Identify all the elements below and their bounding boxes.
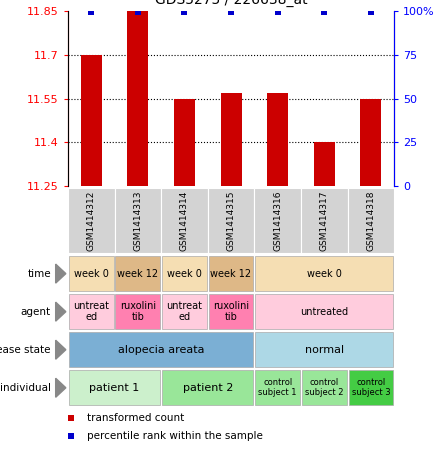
Bar [208, 294, 254, 329]
Bar [360, 98, 381, 186]
Text: week 12: week 12 [211, 269, 251, 279]
Bar [116, 294, 160, 329]
Text: week 0: week 0 [167, 269, 202, 279]
Bar [68, 188, 114, 253]
Text: week 0: week 0 [307, 269, 342, 279]
Bar [161, 188, 208, 253]
Text: untreat
ed: untreat ed [73, 301, 109, 323]
Text: control
subject 2: control subject 2 [305, 378, 343, 397]
Text: ruxolini
tib: ruxolini tib [213, 301, 249, 323]
Bar [69, 332, 254, 367]
Bar [69, 256, 113, 291]
Bar [162, 256, 207, 291]
Bar [69, 294, 113, 329]
Text: GSM1414314: GSM1414314 [180, 190, 189, 251]
Text: time: time [27, 269, 51, 279]
Bar [208, 256, 254, 291]
Bar [314, 142, 335, 186]
Text: control
subject 1: control subject 1 [258, 378, 297, 397]
Bar [255, 370, 300, 405]
Bar [208, 188, 254, 253]
Bar [255, 294, 393, 329]
Text: GSM1414318: GSM1414318 [367, 190, 375, 251]
Text: percentile rank within the sample: percentile rank within the sample [88, 431, 263, 441]
Text: individual: individual [0, 383, 51, 393]
Text: normal: normal [305, 345, 344, 355]
Bar [127, 11, 148, 186]
Bar [81, 55, 102, 186]
Bar [221, 93, 241, 186]
Bar [301, 188, 348, 253]
Bar [254, 188, 301, 253]
Bar [349, 370, 393, 405]
Text: GSM1414315: GSM1414315 [226, 190, 236, 251]
Text: untreated: untreated [300, 307, 348, 317]
Polygon shape [56, 264, 66, 283]
Title: GDS5275 / 226638_at: GDS5275 / 226638_at [155, 0, 307, 7]
Bar [267, 93, 288, 186]
Text: GSM1414316: GSM1414316 [273, 190, 282, 251]
Text: patient 1: patient 1 [89, 383, 140, 393]
Bar [114, 188, 161, 253]
Bar [162, 294, 207, 329]
Text: GSM1414317: GSM1414317 [320, 190, 329, 251]
Text: transformed count: transformed count [88, 413, 185, 423]
Text: untreat
ed: untreat ed [166, 301, 202, 323]
Text: week 0: week 0 [74, 269, 109, 279]
Text: control
subject 3: control subject 3 [352, 378, 390, 397]
Bar [302, 370, 346, 405]
Bar [255, 256, 393, 291]
Bar [162, 370, 254, 405]
Text: patient 2: patient 2 [183, 383, 233, 393]
Text: ruxolini
tib: ruxolini tib [120, 301, 156, 323]
Bar [116, 256, 160, 291]
Bar [348, 188, 394, 253]
Text: agent: agent [21, 307, 51, 317]
Polygon shape [56, 340, 66, 359]
Polygon shape [56, 378, 66, 397]
Text: week 12: week 12 [117, 269, 159, 279]
Bar [174, 98, 195, 186]
Text: disease state: disease state [0, 345, 51, 355]
Bar [255, 332, 393, 367]
Bar [69, 370, 160, 405]
Text: GSM1414313: GSM1414313 [133, 190, 142, 251]
Polygon shape [56, 302, 66, 321]
Text: GSM1414312: GSM1414312 [87, 190, 95, 251]
Text: alopecia areata: alopecia areata [118, 345, 205, 355]
